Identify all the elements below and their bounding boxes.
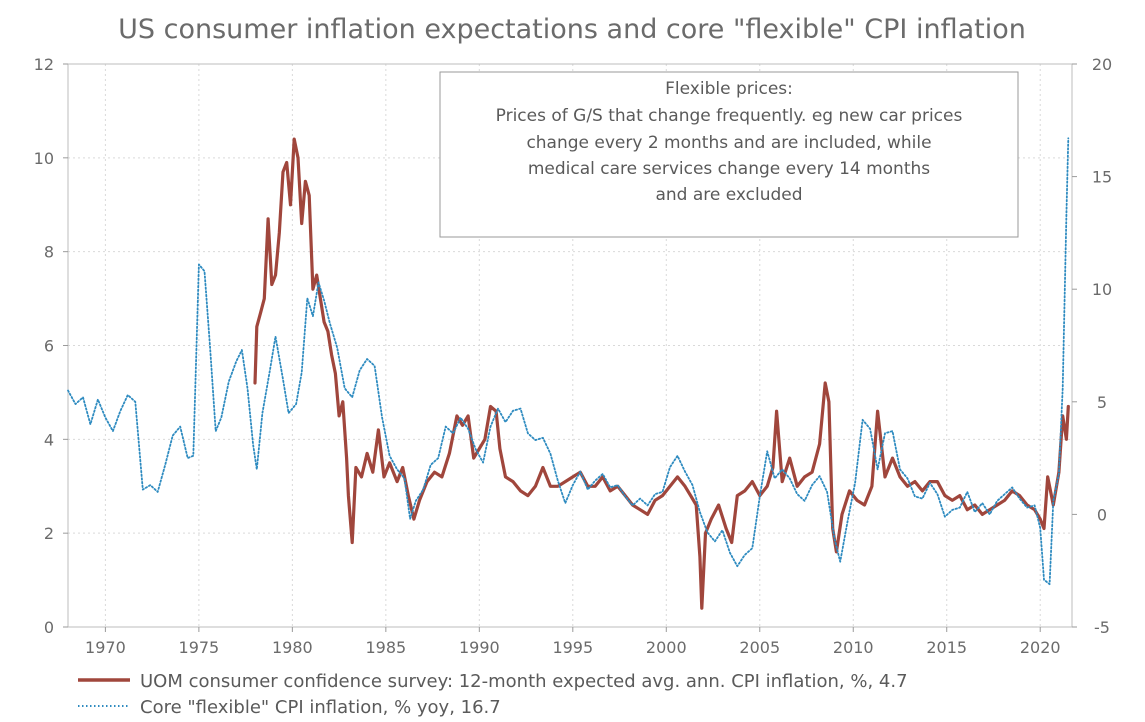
x-tick-label: 1985 — [365, 638, 406, 657]
y-left-tick-label: 0 — [44, 618, 54, 637]
x-tick-label: 2000 — [646, 638, 687, 657]
legend-label-uom: UOM consumer confidence survey: 12-month… — [140, 671, 908, 692]
y-left-tick-label: 2 — [44, 524, 54, 543]
y-left-tick-label: 8 — [44, 243, 54, 262]
chart-title: US consumer inflation expectations and c… — [118, 14, 1026, 45]
y-right-tick-label: 20 — [1092, 55, 1112, 74]
x-tick-label: 2015 — [926, 638, 967, 657]
y-left-tick-label: 10 — [34, 149, 54, 168]
y-right-tick-label: -5 — [1094, 618, 1110, 637]
y-right-tick-label: 15 — [1092, 168, 1112, 187]
annotation-line-3: change every 2 months and are included, … — [526, 133, 931, 153]
annotation-line-5: and are excluded — [655, 185, 802, 205]
y-right-tick-label: 0 — [1097, 505, 1107, 524]
series-line-flexible-cpi — [67, 137, 1070, 586]
y-left-tick-label: 12 — [34, 55, 54, 74]
series-layer — [67, 137, 1070, 610]
x-tick-label: 1975 — [179, 638, 220, 657]
x-tick-label: 1970 — [85, 638, 126, 657]
y-right-tick-label: 5 — [1097, 393, 1107, 412]
x-tick-label: 1980 — [272, 638, 313, 657]
x-tick-label: 2005 — [739, 638, 780, 657]
axes: 0 2 4 6 8 10 12 -5 0 5 10 15 20 1970 1975 1980 1985 1990 1… — [34, 55, 1113, 657]
y-right-tick-label: 10 — [1092, 280, 1112, 299]
x-tick-label: 1995 — [552, 638, 593, 657]
annotation-line-1: Flexible prices: — [665, 79, 793, 99]
annotation-line-2: Prices of G/S that change frequently. eg… — [496, 106, 963, 126]
x-tick-label: 2020 — [1020, 638, 1061, 657]
legend-label-flexible-cpi: Core "flexible" CPI inflation, % yoy, 16… — [140, 697, 501, 718]
y-left-tick-label: 4 — [44, 430, 54, 449]
annotation-line-4: medical care services change every 14 mo… — [528, 159, 930, 179]
y-left-tick-label: 6 — [44, 337, 54, 356]
legend: UOM consumer confidence survey: 12-month… — [78, 671, 908, 718]
annotation-frame — [439, 71, 1019, 238]
x-tick-label: 1990 — [459, 638, 500, 657]
x-tick-label: 2010 — [833, 638, 874, 657]
annotation-box: Flexible prices: Prices of G/S that chan… — [439, 71, 1019, 238]
